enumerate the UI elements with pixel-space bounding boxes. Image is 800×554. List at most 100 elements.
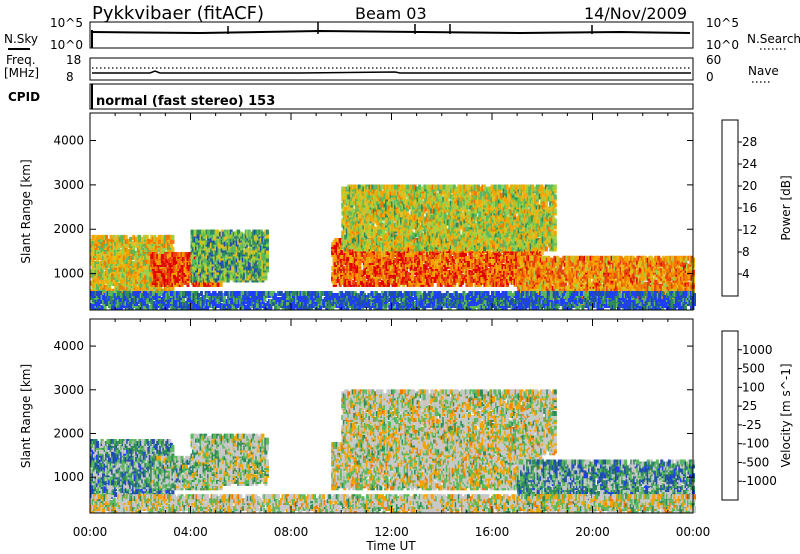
echo-cell [154, 236, 158, 242]
echo-cell [359, 252, 363, 257]
echo-cell [253, 267, 257, 273]
echo-cell [220, 259, 224, 265]
echo-cell [340, 254, 344, 259]
echo-cell [157, 254, 161, 259]
echo-cell [199, 243, 203, 249]
echo-cell [400, 252, 404, 257]
echo-cell [253, 239, 257, 245]
echo-cell [220, 239, 224, 245]
echo-cell [340, 258, 344, 263]
echo-cell [420, 256, 424, 261]
echo-cell [368, 281, 372, 287]
echo-cell [253, 257, 257, 263]
echo-cell [190, 255, 194, 261]
nsky-label: N.Sky [4, 32, 38, 46]
echo-cell [349, 254, 353, 259]
echo-cell [433, 277, 437, 283]
nsearch-tick-high: 10^5 [706, 16, 739, 30]
echo-cell [219, 281, 223, 287]
echo-cell [135, 286, 139, 292]
nsearch-label: N.Search [747, 32, 800, 46]
echo-cell [162, 275, 166, 281]
echo-cell [106, 246, 110, 252]
echo-cell [216, 281, 220, 287]
echo-cell [265, 229, 269, 235]
echo-cell [352, 279, 356, 285]
echo-cell [220, 263, 224, 269]
echo-cell [132, 244, 136, 250]
echo-cell [359, 269, 363, 275]
echo-cell [231, 265, 235, 271]
echo-cell [99, 284, 102, 290]
freq-unit: [MHz] [4, 66, 39, 80]
echo-cell [159, 238, 163, 244]
echo-cell [341, 186, 345, 192]
echo-cell [118, 236, 122, 242]
echo-cell [397, 281, 401, 287]
echo-cell [400, 279, 404, 285]
nsky-tick-high: 10^5 [50, 16, 83, 30]
echo-cell [220, 247, 224, 253]
echo-cell [180, 281, 184, 287]
echo-cell [237, 229, 241, 235]
echo-cell [124, 262, 128, 268]
echo-cell [108, 268, 112, 274]
echo-cell [334, 238, 338, 243]
echo-cell [174, 252, 178, 257]
echo-cell [159, 276, 163, 282]
echo-cell [124, 234, 128, 240]
echo-cell [380, 279, 384, 285]
echo-region [190, 229, 269, 283]
echo-cell [178, 258, 182, 263]
echo-cell [178, 252, 182, 257]
echo-cell [265, 237, 269, 243]
echo-cell [118, 250, 122, 256]
cpid-text: normal (fast stereo) 153 [96, 94, 275, 109]
echo-cell [199, 235, 203, 241]
echo-cell [253, 235, 257, 241]
echo-cell [380, 266, 384, 271]
echo-cell [441, 277, 445, 283]
echo-cell [265, 261, 269, 267]
echo-cell [259, 237, 263, 243]
echo-cell [178, 279, 182, 285]
echo-cell [109, 234, 113, 240]
echo-cell [240, 273, 244, 279]
nsky-trace [91, 29, 691, 35]
echo-cell [120, 234, 124, 240]
echo-cell [99, 244, 102, 250]
echo-cell [441, 256, 445, 261]
echo-cell [400, 266, 404, 271]
echo-cell [139, 276, 143, 282]
nsky-panel [89, 21, 694, 49]
cpid-label: CPID [8, 90, 40, 104]
echo-cell [105, 234, 109, 240]
echo-cell [229, 241, 233, 247]
echo-cell [139, 258, 143, 264]
echo-cell [99, 260, 102, 266]
echo-cell [358, 260, 362, 265]
echo-cell [265, 249, 269, 255]
echo-cell [199, 271, 203, 277]
echo-cell [157, 271, 161, 277]
echo-cell [199, 239, 203, 245]
echo-cell [406, 260, 410, 265]
echo-cell [372, 184, 376, 190]
echo-cell [259, 269, 263, 275]
echo-cell [195, 237, 198, 243]
echo-cell [200, 281, 203, 287]
echo-cell [253, 273, 257, 279]
echo-cell [380, 258, 384, 263]
echo-cell [247, 235, 251, 241]
station-title: Pykkvibaer (fitACF) [92, 3, 264, 24]
freq-label: Freq. [6, 53, 36, 67]
echo-cell [214, 277, 218, 283]
echo-cell [99, 266, 102, 272]
echo-cell [240, 255, 244, 261]
echo-cell [362, 264, 366, 269]
echo-cell [97, 234, 101, 240]
echo-cell [376, 250, 380, 255]
echo-cell [139, 282, 143, 288]
echo-cell [214, 251, 218, 257]
